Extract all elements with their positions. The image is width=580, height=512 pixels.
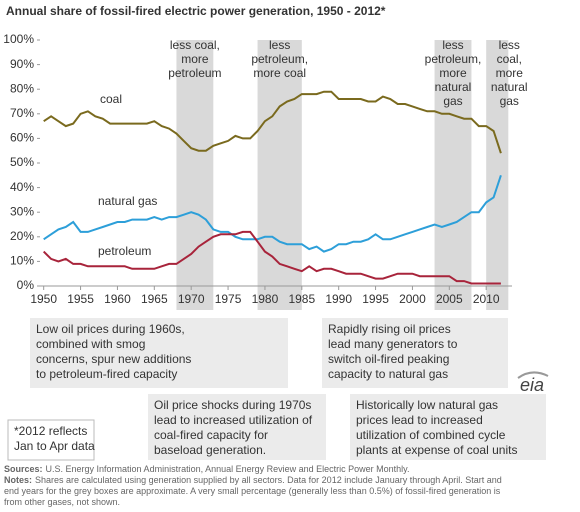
x-tick-label: 1995: [362, 292, 389, 306]
x-tick-label: 1955: [67, 292, 94, 306]
callout-text: switch oil-fired peaking: [328, 352, 449, 366]
period-label: less coal, more natural gas: [491, 38, 528, 108]
period-label-line: petroleum: [168, 66, 221, 80]
callout-text: Low oil prices during 1960s,: [36, 322, 185, 336]
callout-box: [148, 394, 326, 460]
period-label-line: less coal,: [170, 38, 220, 52]
period-label-line: less: [442, 38, 463, 52]
x-tick-label: 1950: [30, 292, 57, 306]
y-tick-label: 20%: [10, 229, 34, 243]
series-label: coal: [100, 92, 122, 106]
notes-text: Shares are calculated using generation s…: [35, 475, 502, 485]
shaded-period: [434, 40, 472, 310]
y-tick-label: 40%: [10, 180, 34, 194]
callout-text: lead many generators to: [328, 337, 458, 351]
x-tick-label: 1985: [288, 292, 315, 306]
y-tick-label: 30%: [10, 204, 34, 218]
shaded-period: [176, 40, 214, 310]
y-tick-label: 70%: [10, 106, 34, 120]
x-tick-label: 1965: [141, 292, 168, 306]
period-label-line: gas: [443, 94, 462, 108]
notes: end years for the grey boxes are approxi…: [4, 486, 501, 496]
callout-text: Rapidly rising oil prices: [328, 322, 451, 336]
callout-text: utilization of combined cycle: [356, 428, 506, 442]
period-label-line: petroleum,: [425, 52, 482, 66]
x-tick-label: 1960: [104, 292, 131, 306]
notes-text: from other gases, not shown.: [4, 497, 120, 507]
callout-box: [30, 318, 288, 388]
notes-label: Notes:: [4, 475, 32, 485]
callout-text: prices lead to increased: [356, 413, 483, 427]
period-label-line: gas: [500, 94, 519, 108]
period-label: less petroleum, more coal: [251, 38, 308, 80]
callout-box: [350, 394, 546, 460]
period-label-line: more: [439, 66, 467, 80]
callout-text: lead to increased utilization of: [154, 413, 313, 427]
period-label-line: less: [499, 38, 520, 52]
series-line: [43, 90, 502, 154]
footnote-box: [7, 419, 95, 461]
x-tick-label: 2005: [436, 292, 463, 306]
x-tick-label: 2000: [399, 292, 426, 306]
period-label-line: petroleum,: [251, 52, 308, 66]
y-tick-label: 90%: [10, 57, 34, 71]
period-label-line: less: [269, 38, 290, 52]
x-tick-label: 1990: [325, 292, 352, 306]
shaded-period: [257, 40, 302, 310]
series-line: [43, 174, 502, 253]
sources-label: Sources:: [4, 464, 43, 474]
period-label: less coal, more petroleum: [168, 38, 221, 80]
logo-swoosh: [517, 371, 549, 379]
period-label-line: more coal: [253, 66, 306, 80]
notes-text: end years for the grey boxes are approxi…: [4, 486, 501, 496]
period-label-line: natural: [435, 80, 472, 94]
sources-text: U.S. Energy Information Administration, …: [46, 464, 410, 474]
sources: Sources: U.S. Energy Information Administ…: [4, 464, 410, 474]
period-label: less petroleum, more natural gas: [425, 38, 482, 108]
y-tick-label: 60%: [10, 131, 34, 145]
period-label-line: natural: [491, 80, 528, 94]
y-tick-label: 100%: [3, 32, 34, 46]
series-label: petroleum: [98, 244, 151, 258]
period-label-line: more: [496, 66, 524, 80]
period-label-line: coal,: [497, 52, 522, 66]
shaded-period: [486, 40, 509, 310]
x-tick-label: 1970: [178, 292, 205, 306]
callout-text: Oil price shocks during 1970s: [154, 398, 311, 412]
footnote-text: Jan to Apr data: [14, 439, 95, 453]
y-tick-label: 0%: [17, 278, 35, 292]
callout-text: capacity to natural gas: [328, 367, 448, 381]
logo: eia: [520, 375, 544, 395]
x-tick-label: 2010: [473, 292, 500, 306]
callout-text: to petroleum-fired capacity: [36, 367, 177, 381]
footnote-text: *2012 reflects: [14, 424, 87, 438]
callout-text: Historically low natural gas: [356, 398, 498, 412]
chart-title: Annual share of fossil-fired electric po…: [6, 4, 386, 18]
notes: Notes: Shares are calculated using genera…: [4, 475, 502, 485]
callout-text: baseload generation.: [154, 443, 266, 457]
callout-box: [322, 318, 508, 388]
series-line: [42, 230, 501, 285]
period-label-line: more: [181, 52, 209, 66]
callout-text: plants at expense of coal units: [356, 443, 517, 457]
notes: from other gases, not shown.: [4, 497, 120, 507]
y-tick-label: 50%: [10, 155, 34, 169]
x-tick-label: 1980: [252, 292, 279, 306]
x-tick-label: 1975: [215, 292, 242, 306]
callout-text: combined with smog: [36, 337, 145, 351]
y-tick-label: 80%: [10, 81, 34, 95]
y-tick-label: 10%: [10, 254, 34, 268]
callout-text: concerns, spur new additions: [36, 352, 191, 366]
series-label: natural gas: [98, 194, 157, 208]
callout-text: coal-fired capacity for: [154, 428, 268, 442]
